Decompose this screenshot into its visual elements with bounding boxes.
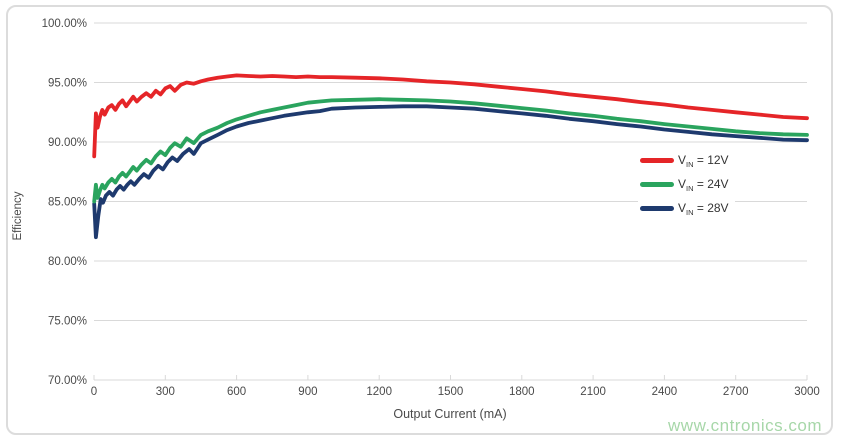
legend-item-vin-12v: VIN = 12V bbox=[640, 148, 729, 172]
y-tick-label: 90.00% bbox=[48, 137, 87, 149]
y-axis-title: Efficiency bbox=[12, 191, 24, 241]
y-tick-label: 70.00% bbox=[48, 375, 87, 387]
y-tick-label: 100.00% bbox=[42, 18, 87, 30]
legend-item-vin-28v: VIN = 28V bbox=[640, 196, 729, 220]
series-line-vin-28v bbox=[92, 104, 809, 240]
x-tick-label: 0 bbox=[91, 386, 97, 398]
watermark: www.cntronics.com bbox=[668, 416, 822, 435]
x-tick-label: 3000 bbox=[794, 386, 820, 398]
legend-label-vin-28v: VIN = 28V bbox=[678, 201, 729, 217]
legend: VIN = 12V VIN = 24V VIN = 28V bbox=[638, 146, 735, 222]
legend-swatch-vin-12v bbox=[640, 157, 674, 163]
x-tick-label: 2700 bbox=[723, 386, 749, 398]
series-line-vin-12v bbox=[92, 73, 809, 159]
y-tick-label: 80.00% bbox=[48, 256, 87, 268]
legend-label-vin-24v: VIN = 24V bbox=[678, 177, 729, 193]
x-tick-label: 300 bbox=[156, 386, 175, 398]
x-tick-label: 2400 bbox=[652, 386, 678, 398]
x-axis-title: Output Current (mA) bbox=[393, 407, 507, 421]
y-tick-label: 95.00% bbox=[48, 78, 87, 90]
y-tick-label: 75.00% bbox=[48, 316, 87, 328]
legend-label-vin-12v: VIN = 12V bbox=[678, 153, 729, 169]
x-tick-label: 600 bbox=[227, 386, 246, 398]
series-line-vin-24v bbox=[92, 97, 809, 204]
legend-swatch-vin-24v bbox=[640, 181, 674, 187]
x-tick-label: 900 bbox=[298, 386, 317, 398]
x-tick-label: 1500 bbox=[438, 386, 464, 398]
x-tick-label: 1800 bbox=[509, 386, 535, 398]
y-tick-label: 85.00% bbox=[48, 197, 87, 209]
x-tick-label: 2100 bbox=[580, 386, 606, 398]
legend-swatch-vin-28v bbox=[640, 205, 674, 211]
x-tick-label: 1200 bbox=[366, 386, 392, 398]
legend-item-vin-24v: VIN = 24V bbox=[640, 172, 729, 196]
